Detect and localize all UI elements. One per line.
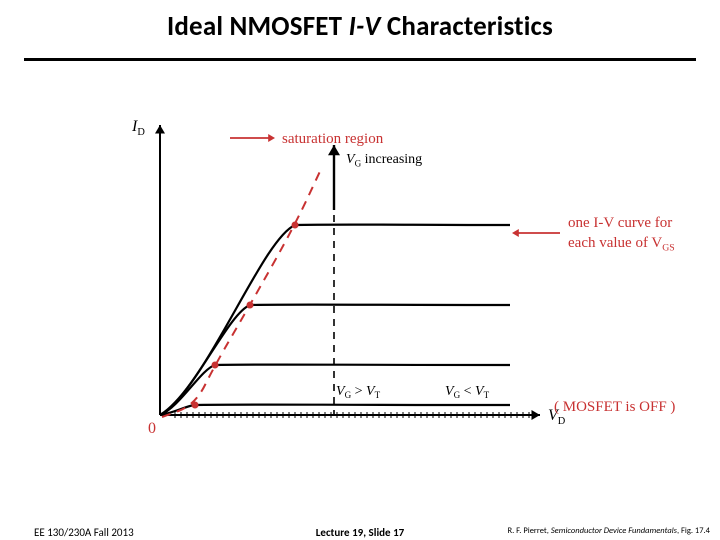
svg-text:( MOSFET is OFF ): ( MOSFET is OFF ) [554, 399, 675, 415]
slide: Ideal NMOSFET I-V Characteristics IDVDVG… [0, 0, 720, 540]
svg-text:VG < VT: VG < VT [445, 384, 490, 400]
iv-chart: IDVDVG increasingVG > VTVG < VTsaturatio… [100, 105, 620, 465]
footer-right-1: R. F. Pierret, [507, 526, 550, 536]
title-italic: I-V [349, 10, 381, 43]
svg-text:one I-V curve for: one I-V curve for [568, 215, 672, 231]
svg-text:saturation region: saturation region [282, 131, 384, 147]
title-underline [24, 58, 696, 61]
svg-text:each value of VGS: each value of VGS [568, 235, 675, 253]
svg-text:VG increasing: VG increasing [346, 152, 422, 169]
title-pre: Ideal NMOSFET [167, 10, 349, 43]
svg-text:ID: ID [131, 118, 145, 138]
chart-svg: IDVDVG increasingVG > VTVG < VTsaturatio… [100, 105, 720, 465]
title-post: Characteristics [381, 10, 553, 43]
footer-right-italic: Semiconductor Device Fundamentals [551, 526, 677, 536]
footer-right-2: , Fig. 17.4 [677, 526, 710, 536]
svg-text:0: 0 [148, 420, 156, 437]
footer-right: R. F. Pierret, Semiconductor Device Fund… [507, 526, 710, 536]
slide-title: Ideal NMOSFET I-V Characteristics [0, 10, 720, 43]
svg-text:VG > VT: VG > VT [336, 384, 381, 400]
